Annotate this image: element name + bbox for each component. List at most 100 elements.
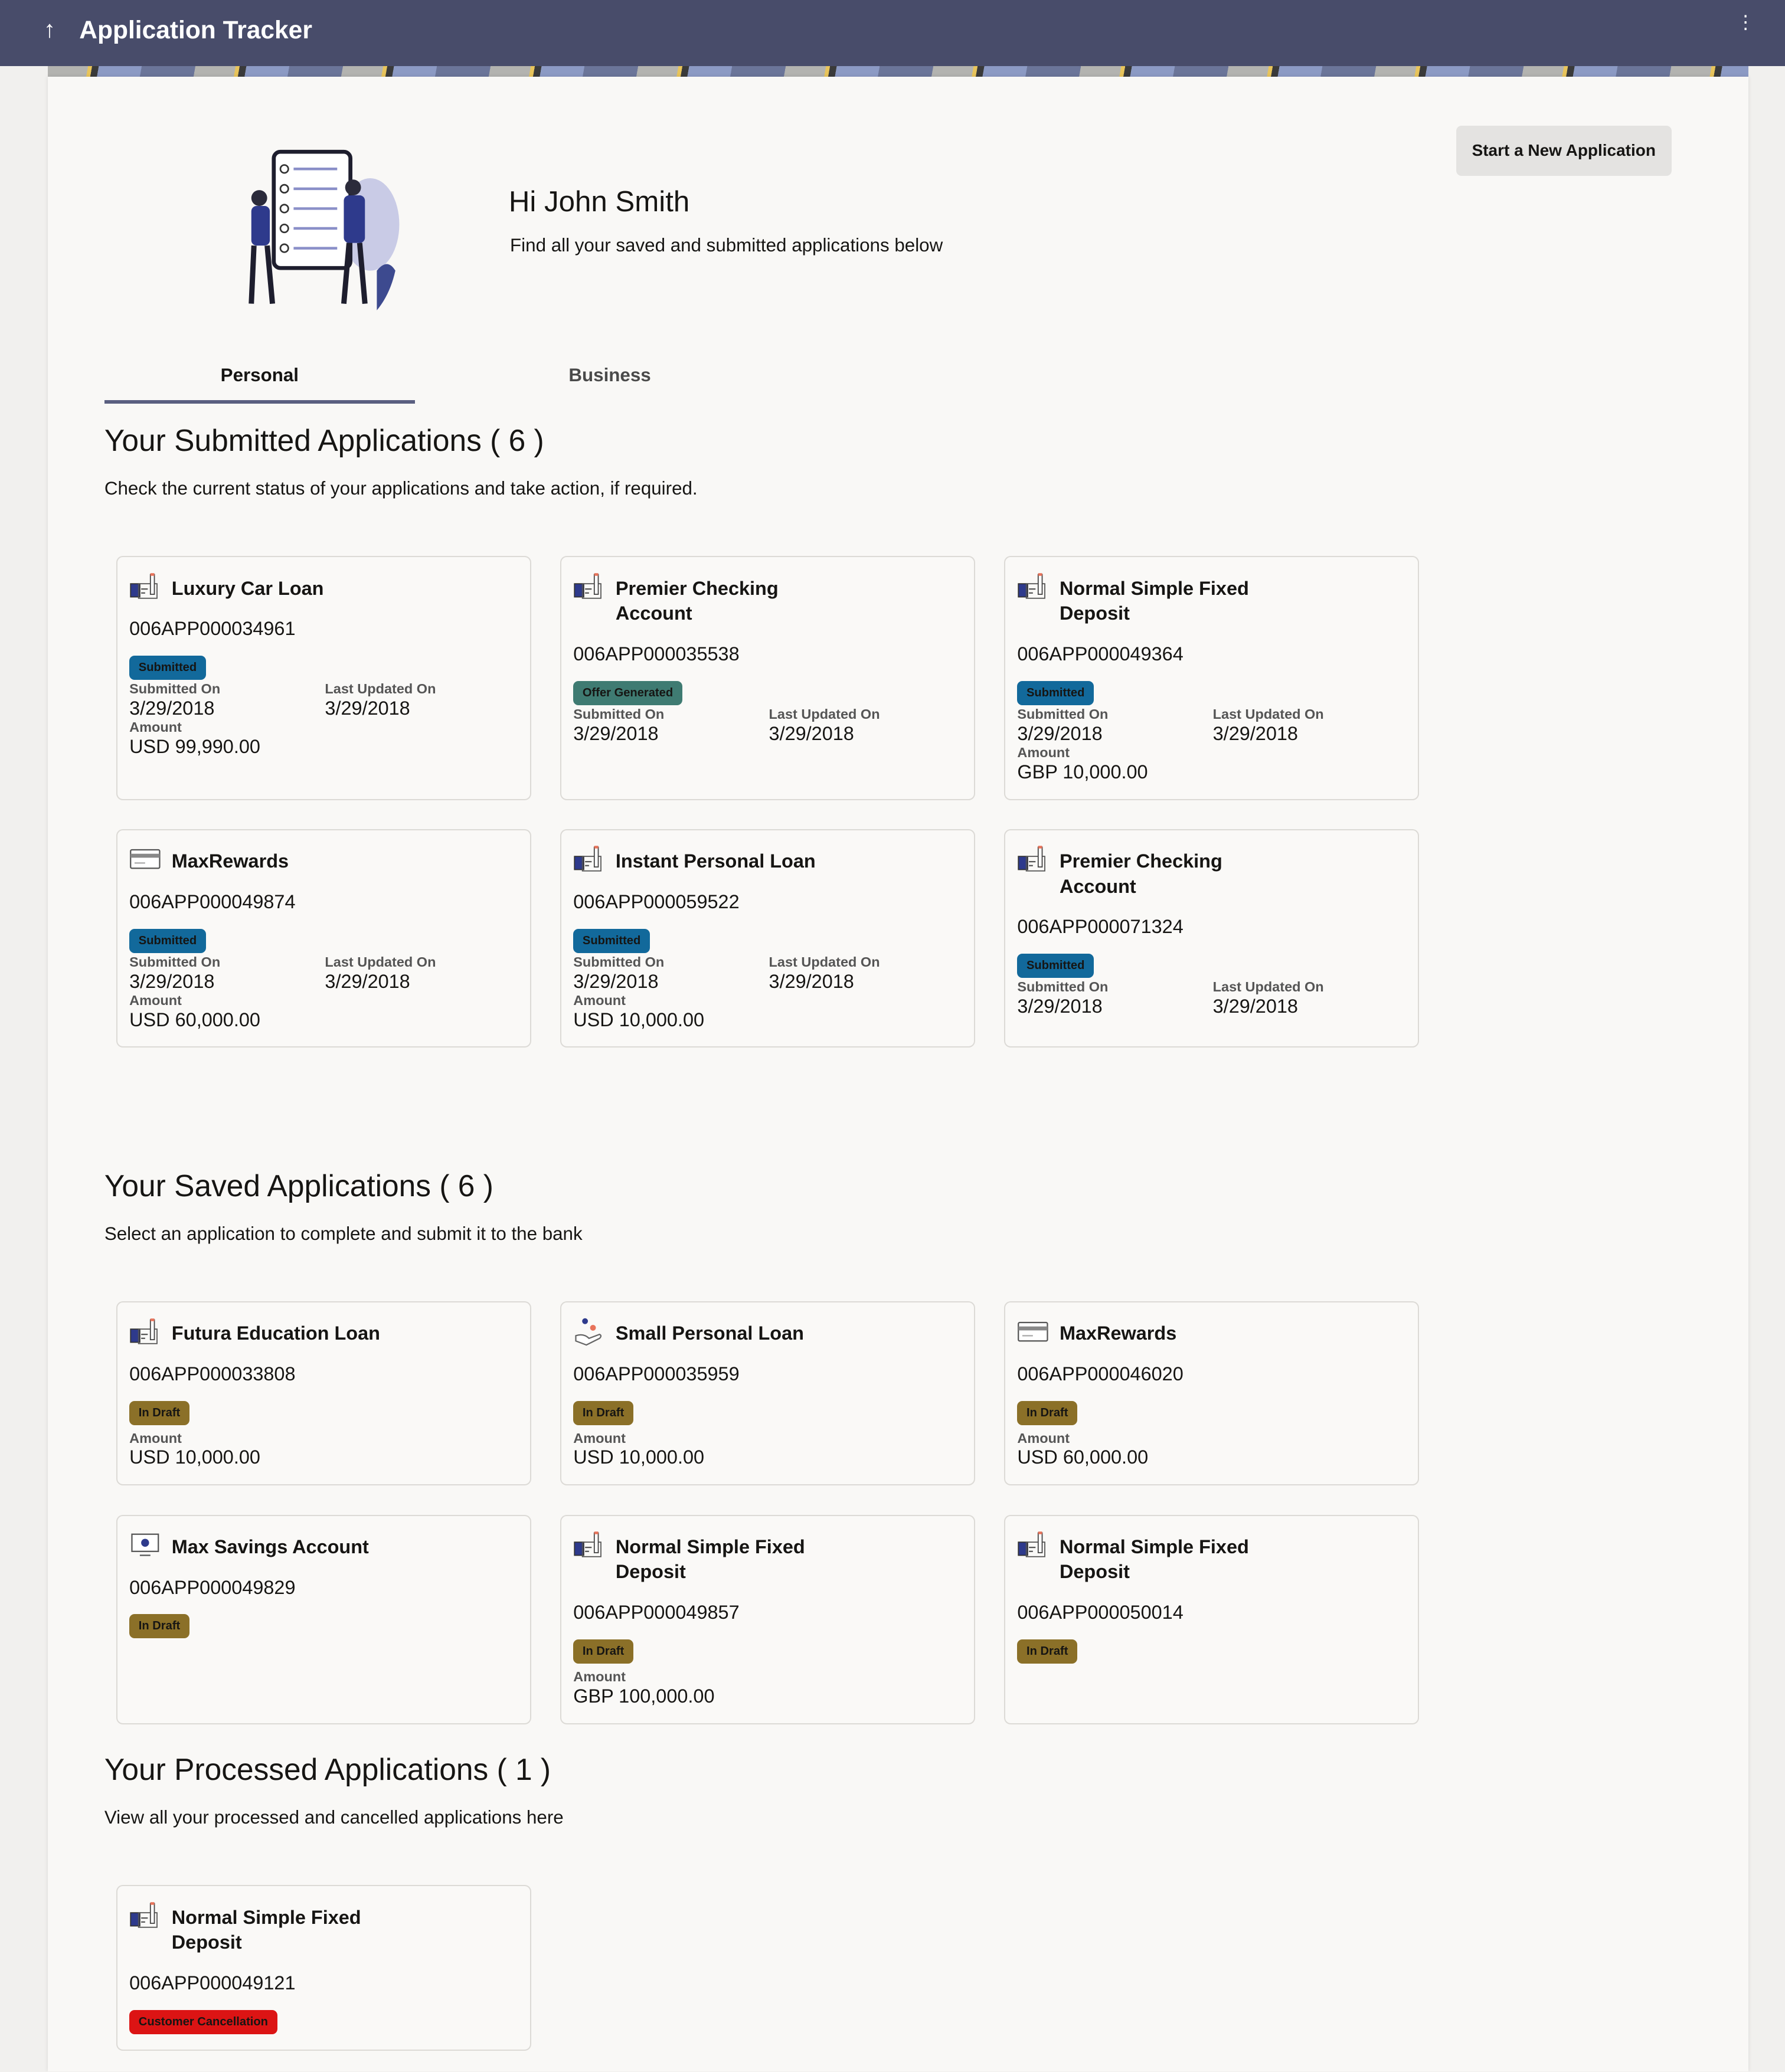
application-illustration [248,150,399,311]
processed-applications-grid: Normal Simple Fixed Deposit 006APP0000491… [116,1885,1419,2051]
application-card[interactable]: Max Savings Account 006APP000049829 In Dra… [116,1514,531,1724]
application-name: MaxRewards [1059,1323,1177,1344]
last-updated-label: Last Updated On [1212,979,1324,995]
loan-document-icon [1017,572,1049,601]
amount-label: Amount [573,1668,626,1684]
application-name: Max Savings Account [171,1536,369,1557]
saved-section-subtitle: Select an application to complete and su… [104,1223,583,1244]
application-card[interactable]: Normal Simple Fixed Deposit 006APP0000498… [560,1514,975,1724]
app-title: Application Tracker [79,15,312,44]
submitted-on-value: 3/29/2018 [129,970,215,992]
amount-label: Amount [129,719,182,735]
amount-label: Amount [1017,744,1070,760]
application-id: 006APP000035959 [573,1363,740,1384]
amount-value: USD 60,000.00 [129,1009,260,1030]
submitted-on-value: 3/29/2018 [573,970,659,992]
savings-screen-icon [129,1530,161,1559]
application-id: 006APP000049829 [129,1576,296,1598]
greeting-title: Hi John Smith [508,185,690,218]
last-updated-value: 3/29/2018 [1212,996,1298,1017]
tab-personal[interactable]: Personal [104,365,415,404]
saved-section-title: Your Saved Applications ( 6 ) [104,1168,493,1203]
loan-document-icon [573,844,605,873]
application-name: Premier Checking Account [1059,850,1222,897]
application-card[interactable]: Premier Checking Account 006APP000035538 O… [560,556,975,800]
credit-card-icon [129,844,161,873]
loan-document-icon [573,1530,605,1559]
submitted-section-title: Your Submitted Applications ( 6 ) [104,423,544,458]
submitted-on-label: Submitted On [1017,706,1109,722]
tab-business[interactable]: Business [568,364,651,385]
start-new-application-button[interactable]: Start a New Application [1456,125,1672,176]
loan-document-icon [1017,1530,1049,1559]
application-card[interactable]: Normal Simple Fixed Deposit 006APP0000493… [1004,556,1420,800]
submitted-section-subtitle: Check the current status of your applica… [104,478,698,499]
application-name: Normal Simple Fixed Deposit [1059,1536,1249,1583]
last-updated-value: 3/29/2018 [325,970,410,992]
amount-label: Amount [573,1430,626,1446]
application-card[interactable]: Premier Checking Account 006APP000071324 S… [1004,829,1420,1048]
amount-value: USD 10,000.00 [129,1446,260,1468]
application-card[interactable]: MaxRewards 006APP000046020 In Draft Amount U… [1004,1301,1420,1486]
content-panel [47,76,1748,2071]
amount-label: Amount [129,992,182,1008]
last-updated-label: Last Updated On [325,954,436,970]
application-name: Normal Simple Fixed Deposit [171,1906,361,1953]
application-id: 006APP000059522 [573,891,740,912]
status-badge: Submitted [573,928,650,953]
application-id: 006APP000033808 [129,1363,296,1384]
submitted-on-label: Submitted On [573,954,665,970]
application-id: 006APP000035538 [573,643,740,665]
application-card[interactable]: Instant Personal Loan 006APP000059522 Subm… [560,829,975,1048]
application-name: Small Personal Loan [615,1323,804,1344]
last-updated-label: Last Updated On [325,681,436,697]
application-name: Futura Education Loan [171,1323,380,1344]
status-badge: Submitted [1017,680,1094,705]
loan-document-icon [129,1901,161,1930]
amount-label: Amount [129,1430,182,1446]
status-badge: Customer Cancellation [129,2009,277,2034]
last-updated-value: 3/29/2018 [1212,722,1298,744]
loan-document-icon [573,572,605,601]
greeting-subtitle: Find all your saved and submitted applic… [510,235,943,256]
application-id: 006APP000049874 [129,891,296,912]
processed-section-title: Your Processed Applications ( 1 ) [104,1752,551,1787]
application-name: Normal Simple Fixed Deposit [1059,577,1249,624]
back-arrow-icon[interactable]: ↑ [43,15,55,42]
hand-coins-icon [573,1317,605,1346]
credit-card-icon [1017,1317,1049,1346]
application-card[interactable]: Futura Education Loan 006APP000033808 In D… [116,1301,531,1486]
application-card[interactable]: Normal Simple Fixed Deposit 006APP0000500… [1004,1514,1420,1724]
app-header: ↑ Application Tracker ⋮ [0,0,1785,66]
status-badge: In Draft [129,1614,189,1639]
amount-value: USD 60,000.00 [1017,1446,1149,1468]
amount-value: USD 10,000.00 [573,1009,705,1030]
application-card[interactable]: Small Personal Loan 006APP000035959 In Dra… [560,1301,975,1486]
saved-applications-grid: Futura Education Loan 006APP000033808 In D… [116,1301,1420,1724]
kebab-menu-icon[interactable]: ⋮ [1736,12,1755,33]
loan-document-icon [129,572,161,601]
processed-section-subtitle: View all your processed and cancelled ap… [104,1807,564,1828]
application-id: 006APP000049857 [573,1602,740,1623]
submitted-on-label: Submitted On [129,954,221,970]
application-card[interactable]: MaxRewards 006APP000049874 Submitted Submit… [116,829,531,1048]
amount-label: Amount [1017,1430,1070,1446]
amount-value: USD 99,990.00 [129,736,260,758]
application-name: Normal Simple Fixed Deposit [615,1536,805,1583]
last-updated-label: Last Updated On [769,954,880,970]
last-updated-value: 3/29/2018 [325,698,410,719]
application-id: 006APP000050014 [1017,1602,1184,1623]
application-name: MaxRewards [171,850,289,872]
application-card[interactable]: Normal Simple Fixed Deposit 006APP0000491… [116,1885,531,2051]
last-updated-value: 3/29/2018 [769,722,854,744]
submitted-on-value: 3/29/2018 [129,698,215,719]
application-id: 006APP000049121 [129,1972,296,1994]
status-badge: Submitted [129,928,206,953]
submitted-applications-grid: Luxury Car Loan 006APP000034961 Submitted S… [116,556,1420,1048]
status-badge: In Draft [1017,1400,1078,1425]
application-card[interactable]: Luxury Car Loan 006APP000034961 Submitted S… [116,556,531,800]
submitted-on-value: 3/29/2018 [1017,722,1103,744]
application-name: Instant Personal Loan [615,850,816,872]
status-badge: In Draft [129,1400,189,1425]
application-name: Luxury Car Loan [171,577,324,599]
